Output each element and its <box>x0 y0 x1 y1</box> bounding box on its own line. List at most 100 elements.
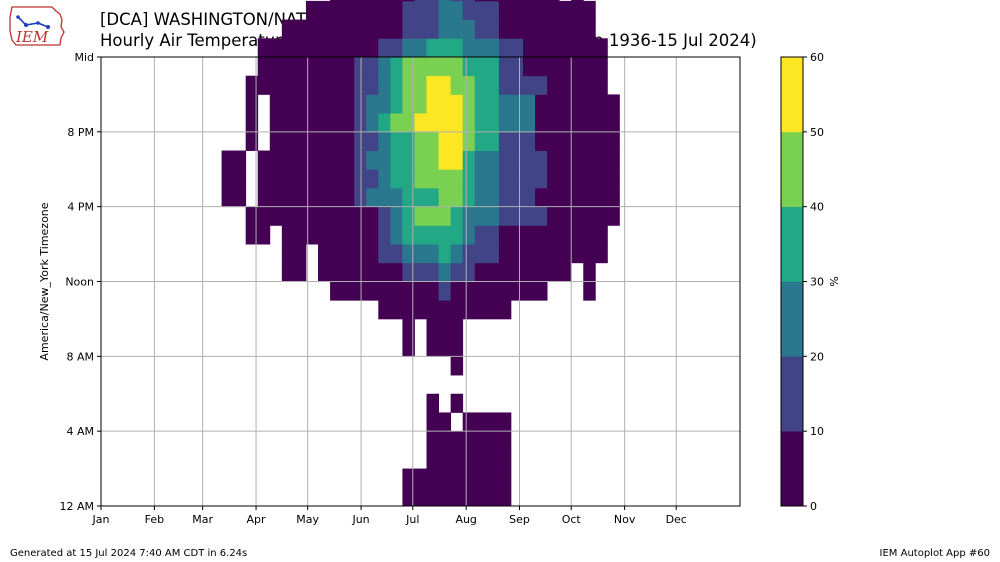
heatmap-cell <box>378 38 403 58</box>
heatmap-cell <box>498 150 548 170</box>
heatmap-cell <box>426 337 464 357</box>
heatmap-cell <box>366 150 379 170</box>
heatmap-cell <box>438 131 464 151</box>
heatmap-cell <box>474 0 560 2</box>
heatmap-cell <box>378 113 391 133</box>
heatmap-cell <box>474 225 500 245</box>
heatmap-cell <box>438 0 452 2</box>
heatmap-cell <box>366 187 379 208</box>
heatmap-cell <box>498 206 548 226</box>
heatmap-cell <box>402 75 427 95</box>
heatmap-cell <box>366 94 391 114</box>
heatmap-cell <box>414 0 439 2</box>
heatmap-cell <box>245 131 259 151</box>
heatmap-cell <box>378 150 391 170</box>
heatmap-cell <box>426 38 452 58</box>
heatmap-cell <box>354 187 367 208</box>
heatmap-cell <box>462 57 476 77</box>
heatmap-cell <box>426 94 452 114</box>
heatmap-cell <box>547 206 620 226</box>
heatmap-cell <box>390 206 403 226</box>
heatmap-cell <box>281 225 379 245</box>
heatmap-cell <box>390 57 403 77</box>
y-tick-label: 8 AM <box>66 350 94 363</box>
heatmap-cell <box>438 281 452 301</box>
heatmap-cell <box>462 244 500 264</box>
heatmap-cell <box>402 318 415 339</box>
heatmap-cell <box>354 57 367 77</box>
heatmap-cell <box>221 169 247 189</box>
heatmap-cell <box>450 38 464 58</box>
heatmap-cell <box>522 38 608 58</box>
y-tick-label: 4 AM <box>66 425 94 438</box>
heatmap-cell <box>390 150 415 170</box>
heatmap-cell <box>257 38 379 58</box>
heatmap-cell <box>462 225 476 245</box>
heatmap-cell <box>438 187 464 208</box>
heatmap-cell <box>318 244 379 264</box>
x-tick-label: Jul <box>405 513 419 526</box>
heatmap-cell <box>498 94 536 114</box>
heatmap-cell <box>438 57 464 77</box>
colorbar-swatch <box>781 131 803 207</box>
x-tick-label: Jan <box>92 513 110 526</box>
heatmap-cell <box>366 57 379 77</box>
heatmap-cell <box>426 449 512 469</box>
heatmap-cell <box>498 75 548 95</box>
heatmap-cell <box>462 38 500 58</box>
y-tick-label: 12 AM <box>59 500 94 513</box>
heatmap-cell <box>378 206 391 226</box>
heatmap-cell <box>414 206 439 226</box>
heatmap-cell <box>414 150 439 170</box>
heatmap-cell <box>402 206 415 226</box>
heatmap-cell <box>474 169 500 189</box>
generated-note: Generated at 15 Jul 2024 7:40 AM CDT in … <box>10 548 248 559</box>
heatmap-cell <box>366 19 403 39</box>
heatmap-cell <box>281 244 307 264</box>
heatmap-cell <box>498 244 608 264</box>
heatmap-cell <box>354 131 367 151</box>
heatmap-cell <box>330 0 415 2</box>
heatmap-cell <box>245 225 271 245</box>
heatmap-cell <box>474 431 512 451</box>
y-axis: 12 AM 4 AM 8 AM Noon 4 PM 8 PM Mid <box>59 51 101 513</box>
iem-logo: IEM <box>9 6 65 46</box>
x-tick-label: Apr <box>247 513 267 526</box>
heatmap-cell <box>498 225 608 245</box>
y-tick-label: 4 PM <box>67 201 94 214</box>
heatmap-cell <box>438 113 464 133</box>
heatmap-cell <box>426 75 452 95</box>
heatmap-cell <box>438 244 452 264</box>
heatmap-cell <box>474 131 500 151</box>
heatmap-cell <box>498 187 536 208</box>
heatmap-cell <box>426 487 512 507</box>
heatmap-cell <box>474 113 500 133</box>
heatmap-cell <box>535 113 620 133</box>
heatmap-cell <box>474 57 500 77</box>
heatmap-cell <box>462 113 476 133</box>
x-tick-label: Mar <box>192 513 213 526</box>
x-tick-label: Sep <box>509 513 530 526</box>
y-tick-label: 8 PM <box>67 126 94 139</box>
colorbar: 0 10 20 30 40 50 60 <box>780 51 824 513</box>
colorbar-tick-label: 10 <box>810 425 824 438</box>
heatmap-cell <box>535 94 620 114</box>
x-tick-label: Oct <box>562 513 582 526</box>
heatmap-cell <box>366 113 379 133</box>
heatmap-cell <box>450 0 464 20</box>
colorbar-swatch <box>781 281 803 357</box>
heatmap-cell <box>498 19 596 39</box>
heatmap-cell <box>402 225 439 245</box>
logo-text: IEM <box>15 28 49 46</box>
colorbar-tick-label: 40 <box>810 201 824 214</box>
heatmap-cell <box>462 150 476 170</box>
colorbar-swatch <box>781 57 803 133</box>
heatmap-cell <box>450 244 464 264</box>
heatmap-cell <box>450 281 548 301</box>
heatmap-cell <box>535 131 620 151</box>
heatmap-cell <box>498 38 524 58</box>
x-tick-label: May <box>296 513 319 526</box>
heatmap-cell <box>426 412 452 432</box>
colorbar-tick-label: 60 <box>810 51 824 64</box>
